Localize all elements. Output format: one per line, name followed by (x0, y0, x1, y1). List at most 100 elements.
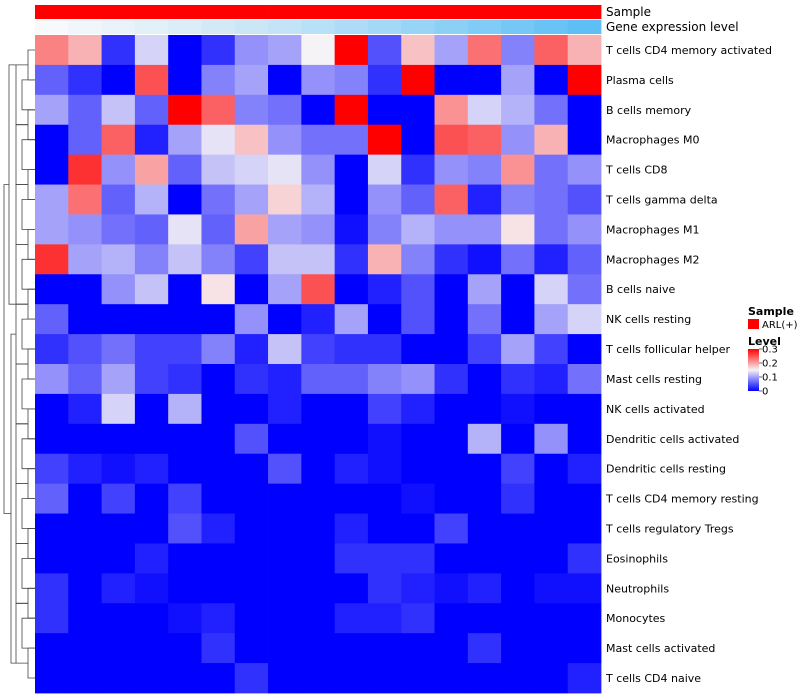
heatmap-cell (534, 364, 569, 395)
heatmap-cell (201, 274, 236, 305)
row-label: Dendritic cells activated (606, 433, 739, 446)
heatmap-cell (134, 154, 169, 185)
heatmap-cell (567, 513, 602, 544)
heatmap-cell (134, 393, 169, 425)
heatmap-cell (401, 423, 435, 455)
heatmap-cell (101, 663, 136, 694)
heatmap-cell (101, 483, 136, 514)
heatmap-cell (301, 453, 336, 485)
heatmap-cell (467, 603, 502, 634)
heatmap-cell (434, 603, 469, 634)
legend-sample-title: Sample (748, 305, 794, 318)
row-label: Eosinophils (606, 552, 668, 565)
heatmap-cell (567, 603, 602, 634)
heatmap-cell (367, 124, 402, 156)
heatmap-cell (201, 663, 236, 694)
dendrogram-branch (27, 587, 35, 619)
heatmap-cell (367, 274, 402, 305)
dendrogram-branch (21, 438, 35, 470)
annotation-cell (268, 20, 302, 34)
heatmap-cell (134, 94, 169, 126)
heatmap-cell (434, 633, 469, 664)
heatmap-cell (534, 35, 569, 66)
heatmap-cell (567, 663, 602, 694)
dendrogram-branch (21, 498, 35, 529)
heatmap-cell (101, 573, 136, 604)
annotation-cell (467, 5, 502, 19)
heatmap-cell (201, 304, 236, 335)
legend-tick-label: 0.1 (762, 373, 778, 384)
heatmap-cell (401, 633, 435, 664)
annotation-cell (234, 5, 269, 19)
heatmap-cell (234, 154, 269, 185)
heatmap-cell (301, 543, 336, 574)
heatmap-cell (134, 304, 169, 335)
heatmap-cell (534, 124, 569, 156)
heatmap-cell (534, 543, 569, 574)
dendrogram-branch (27, 229, 35, 260)
heatmap-cell (168, 633, 202, 664)
heatmap-cell (168, 483, 202, 514)
heatmap-cell (101, 423, 136, 455)
heatmap-cell (434, 364, 469, 395)
heatmap-cell (434, 423, 469, 455)
heatmap-cell (334, 94, 369, 126)
heatmap-cell (501, 543, 535, 574)
heatmap-cell (234, 304, 269, 335)
heatmap-cell (567, 124, 602, 156)
row-label: Macrophages M1 (606, 223, 699, 236)
heatmap-cell (501, 423, 535, 455)
heatmap-cell (434, 64, 469, 96)
heatmap-cell (35, 274, 69, 305)
heatmap-cell (168, 64, 202, 96)
heatmap-cell (68, 513, 102, 544)
heatmap-cell (367, 633, 402, 664)
dendrogram-branch (21, 617, 35, 649)
heatmap-cell (201, 35, 236, 66)
heatmap-cell (534, 633, 569, 664)
heatmap-cell (401, 124, 435, 156)
row-label: B cells naive (606, 283, 675, 296)
annotation-tracks (35, 5, 602, 34)
heatmap-cell (201, 633, 236, 664)
heatmap-cell (334, 513, 369, 544)
heatmap-cell (401, 663, 435, 694)
heatmap-cell (501, 184, 535, 215)
heatmap-cell (367, 483, 402, 514)
heatmap-cell (334, 543, 369, 574)
dendrogram-branch (27, 647, 35, 679)
heatmap-cell (68, 453, 102, 485)
heatmap-cell (434, 393, 469, 425)
heatmap-cell (534, 274, 569, 305)
row-label: Monocytes (606, 612, 666, 625)
heatmap-cell (467, 334, 502, 365)
heatmap-cell (467, 124, 502, 156)
heatmap-cell (567, 214, 602, 245)
heatmap-cell (334, 483, 369, 514)
heatmap-cell (201, 423, 236, 455)
row-label: Macrophages M0 (606, 134, 699, 147)
heatmap-cell (35, 364, 69, 395)
heatmap-cell (234, 543, 269, 574)
heatmap-cell (301, 274, 336, 305)
heatmap-cell (134, 334, 169, 365)
heatmap-cell (101, 274, 136, 305)
annotation-cell (401, 5, 435, 19)
heatmap-cell (134, 124, 169, 156)
dendrogram-branch (27, 288, 35, 320)
heatmap-cell (301, 244, 336, 275)
dendrogram-branch (21, 558, 35, 589)
heatmap-cell (68, 364, 102, 395)
annotation-cell (301, 20, 336, 34)
heatmap-cell (534, 393, 569, 425)
heatmap-cell (301, 603, 336, 634)
heatmap-cell (534, 483, 569, 514)
heatmap-cell (35, 573, 69, 604)
heatmap-cell (434, 35, 469, 66)
heatmap-cell (501, 64, 535, 96)
heatmap-cell (134, 453, 169, 485)
heatmap-cell (168, 364, 202, 395)
heatmap-cell (334, 334, 369, 365)
heatmap-cell (268, 483, 302, 514)
